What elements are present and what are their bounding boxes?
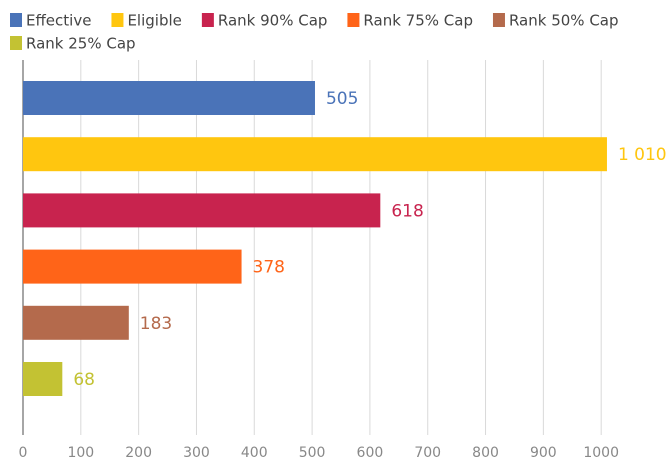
legend-swatch xyxy=(492,13,505,27)
bar xyxy=(23,362,63,396)
x-tick-label: 900 xyxy=(530,445,557,461)
legend-label: Eligible xyxy=(127,12,181,30)
value-label: 68 xyxy=(73,370,95,390)
legend-label: Rank 50% Cap xyxy=(509,12,619,30)
bar xyxy=(23,249,242,284)
legend-label: Rank 75% Cap xyxy=(363,12,473,30)
value-label: 1 010 xyxy=(618,145,667,165)
bar xyxy=(23,137,607,172)
x-tick-label: 300 xyxy=(183,445,210,461)
value-label: 505 xyxy=(326,89,358,109)
legend-swatch xyxy=(347,13,360,27)
x-tick-label: 200 xyxy=(125,445,152,461)
legend-swatch xyxy=(111,13,124,27)
x-tick-label: 400 xyxy=(241,445,268,461)
x-tick-label: 100 xyxy=(67,445,94,461)
bar xyxy=(23,81,315,115)
x-tick-label: 600 xyxy=(357,445,384,461)
x-tick-label: 0 xyxy=(19,445,28,461)
x-tick-label: 1000 xyxy=(583,445,619,461)
x-tick-label: 700 xyxy=(414,445,441,461)
legend-label: Rank 25% Cap xyxy=(26,35,136,53)
value-label: 618 xyxy=(391,201,423,221)
x-tick-label: 800 xyxy=(472,445,499,461)
legend-label: Effective xyxy=(26,12,91,30)
legend-swatch xyxy=(201,13,214,27)
value-label: 378 xyxy=(253,258,285,278)
x-tick-label: 500 xyxy=(299,445,326,461)
legend-swatch xyxy=(10,13,22,27)
bar xyxy=(23,305,129,340)
legend-label: Rank 90% Cap xyxy=(218,12,328,30)
value-label: 183 xyxy=(140,314,172,334)
bar xyxy=(23,193,381,228)
legend-swatch xyxy=(10,36,22,50)
